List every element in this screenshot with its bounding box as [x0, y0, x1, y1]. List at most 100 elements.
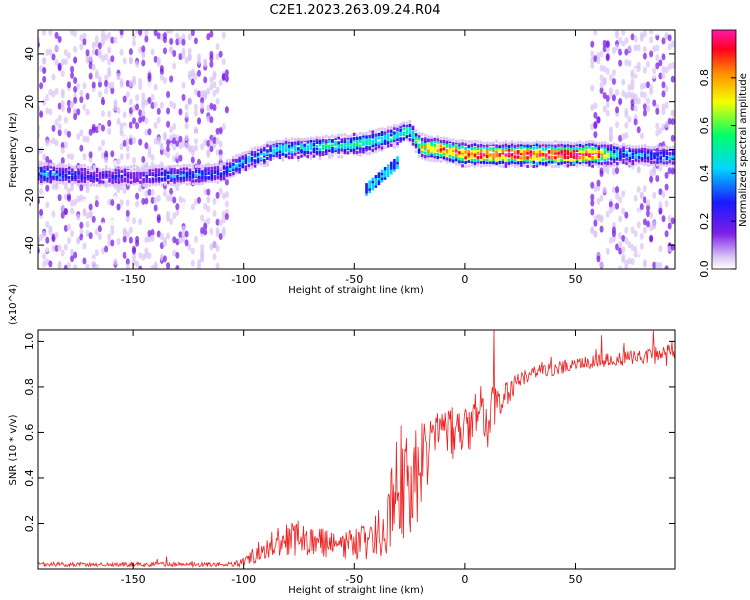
spectrogram-noise-cell — [218, 233, 223, 241]
spectrogram-ridge-cell — [343, 139, 347, 143]
spectrogram-ridge-cell — [451, 144, 455, 148]
spectrogram-noise-cell — [215, 75, 220, 83]
spectrogram-noise-cell — [203, 202, 208, 210]
spectrogram-noise-cell — [85, 136, 90, 144]
spectrogram-ridge-cell — [467, 144, 471, 148]
spectrogram-ridge-cell — [86, 174, 90, 178]
spectrogram-noise-cell — [91, 126, 96, 134]
spectrogram-ridge-cell — [235, 164, 238, 168]
spectrogram-noise-cell — [212, 70, 217, 78]
spectrogram-ridge-cell — [281, 146, 285, 151]
spectrogram-ridge-cell — [603, 155, 607, 159]
spectrogram-noise-cell — [602, 45, 607, 53]
spectrogram-ridge-cell — [132, 164, 136, 168]
spectrogram-noise-cell — [144, 98, 149, 106]
spectrogram-ridge-cell — [662, 161, 666, 165]
spectrogram-noise-cell — [45, 139, 50, 147]
spectrogram-noise-cell — [51, 90, 56, 98]
spectrogram-ridge-cell — [643, 156, 647, 160]
spectrogram-ridge-cell — [386, 129, 390, 133]
spectrogram-ridge-cell — [526, 146, 529, 150]
spectrogram-ridge-cell — [622, 146, 625, 150]
spectrogram-noise-cell — [209, 145, 214, 153]
spectrogram-ridge-cell — [489, 147, 492, 151]
spectrogram-noise-cell — [590, 104, 595, 112]
spectrogram-noise-cell — [91, 41, 96, 49]
spectrogram-ridge-cell — [368, 140, 371, 144]
spectrogram-noise-cell — [636, 44, 641, 52]
spectrogram-ridge-cell — [411, 138, 415, 142]
spectrogram-noise-cell — [642, 218, 647, 226]
spectrogram-ridge-cell — [46, 179, 49, 183]
spectrogram-ridge-cell — [464, 160, 467, 165]
spectrogram-ridge-cell — [492, 153, 495, 157]
spectrogram-ridge-cell — [334, 135, 337, 139]
spectrogram-ridge-cell — [656, 152, 659, 156]
y-tick-label: 0 — [23, 146, 36, 153]
spectrogram-ridge-cell — [188, 163, 192, 168]
spectrogram-noise-cell — [66, 152, 71, 160]
spectrogram-ridge-cell — [49, 163, 52, 167]
spectrogram-ridge-cell — [566, 160, 570, 164]
spectrogram-ridge-cell — [253, 153, 257, 157]
spectrogram-noise-cell — [642, 103, 647, 111]
spectrogram-ridge-cell — [383, 145, 387, 149]
spectrogram-noise-cell — [66, 51, 71, 59]
spectrogram-noise-cell — [596, 212, 601, 220]
spectrogram-noise-cell — [593, 185, 598, 193]
spectrogram-noise-cell — [178, 195, 183, 203]
spectrogram-ridge-cell — [668, 146, 672, 150]
spectrogram-ridge-cell — [640, 156, 644, 161]
spectrogram-ridge-cell — [544, 161, 548, 165]
spectrogram-noise-cell — [82, 257, 87, 265]
spectrogram-noise-cell — [166, 139, 171, 147]
spectrogram-noise-cell — [57, 244, 62, 252]
spectrogram-noise-cell — [175, 32, 180, 40]
spectrogram-ridge-cell — [581, 147, 585, 151]
spectrogram-noise-cell — [209, 139, 214, 147]
spectrogram-noise-cell — [131, 33, 136, 41]
spectrogram-ridge-cell — [43, 165, 46, 170]
spectrogram-noise-cell — [131, 247, 136, 255]
spectrogram-ridge-cell — [105, 165, 108, 169]
spectrogram-ridge-cell — [622, 154, 625, 158]
spectrogram-ridge-cell — [414, 140, 418, 144]
spectrogram-ridge-cell — [585, 156, 588, 160]
spectrogram-ridge-cell — [479, 145, 483, 149]
spectrogram-ridge-cell — [414, 143, 418, 147]
spectrogram-ridge-cell — [263, 158, 266, 162]
spectrogram-noise-cell — [125, 241, 130, 249]
spectrogram-ridge-cell — [352, 139, 356, 143]
spectrogram-ridge-cell — [448, 160, 452, 164]
spectrogram-ridge-cell — [297, 142, 300, 146]
spectrogram-ridge-cell — [321, 150, 325, 155]
spectrogram-ridge-cell — [535, 142, 539, 147]
spectrogram-noise-cell — [97, 225, 102, 233]
spectrogram-ridge-cell — [427, 138, 430, 142]
spectrogram-noise-cell — [128, 80, 133, 88]
spectrogram-ridge-cell — [278, 147, 282, 151]
spectrogram-ridge-cell — [529, 141, 532, 146]
spectrogram-noise-cell — [125, 80, 130, 88]
spectrogram-ridge-cell — [346, 147, 350, 151]
spectrogram-ridge-cell — [433, 139, 436, 144]
spectrogram-ridge-cell — [495, 154, 498, 158]
spectrogram-ridge-cell — [92, 171, 96, 175]
spectrogram-noise-cell — [639, 34, 644, 42]
spectrogram-ridge-cell — [294, 155, 297, 159]
spectrogram-noise-cell — [73, 77, 78, 85]
spectrogram-ridge-cell — [114, 165, 118, 169]
spectrogram-ridge-cell — [61, 178, 65, 182]
spectrogram-ridge-cell — [201, 164, 204, 168]
spectrogram-ridge-cell — [352, 145, 356, 149]
spectrogram-ridge-cell — [516, 143, 520, 147]
spectrogram-ridge-cell — [640, 158, 644, 162]
spectrogram-noise-cell — [215, 52, 220, 60]
spectrogram-noise-cell — [82, 76, 87, 84]
colorbar-tick-label: 0.0 — [698, 260, 711, 278]
spectrogram-ridge-cell — [591, 164, 594, 168]
spectrogram-noise-cell — [107, 198, 112, 206]
spectrogram-ridge-cell — [321, 138, 325, 143]
spectrogram-ridge-cell — [578, 156, 582, 160]
spectrogram-noise-cell — [621, 46, 626, 54]
